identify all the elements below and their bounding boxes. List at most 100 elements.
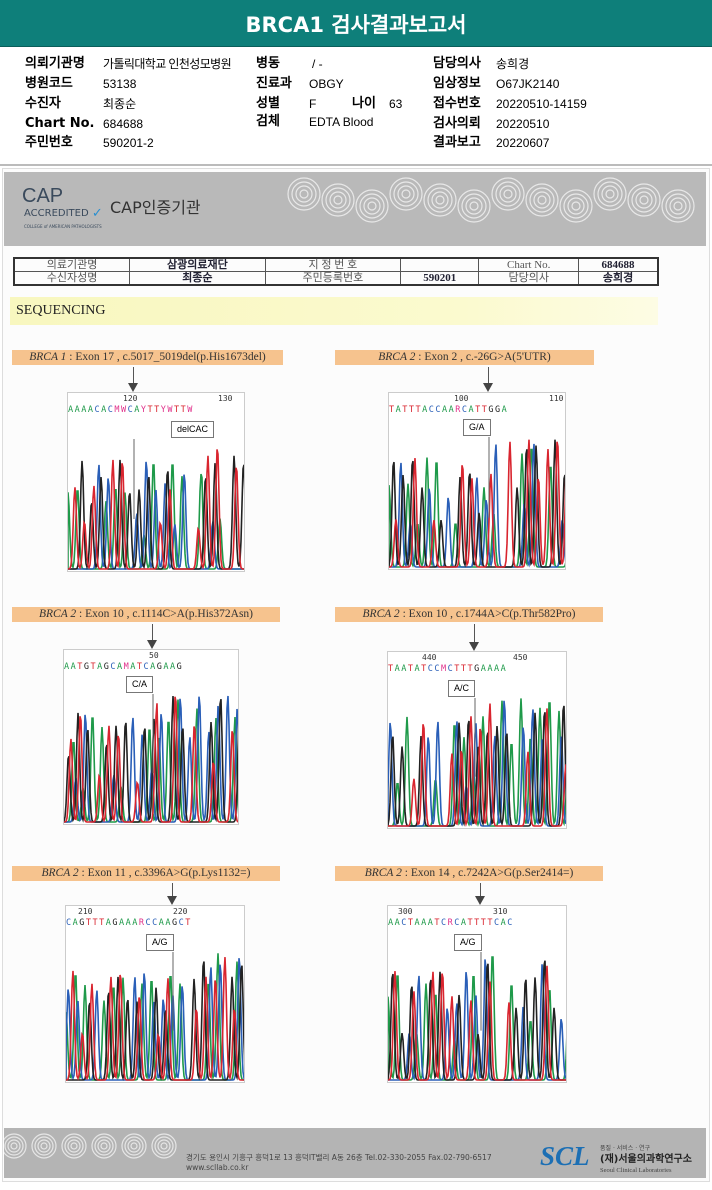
cell: 주민등록번호 (264, 271, 402, 286)
base-letter: C (428, 405, 436, 415)
base-letter: M (441, 664, 448, 674)
variant-description: : Exon 10 , c.1114C>A(p.His372Asn) (76, 608, 254, 620)
footer-address: 경기도 용인시 기흥구 흥덕1로 13 흥덕IT밸리 A동 26층 Tel.02… (186, 1153, 492, 1172)
trace-G (64, 695, 238, 823)
base-letter: A (500, 664, 508, 674)
patient-value: 최종순 (103, 97, 137, 111)
base-letter: A (165, 918, 172, 928)
base-letter: A (500, 918, 508, 928)
base-letter: T (85, 918, 93, 928)
cell: 담당의사 (478, 271, 580, 286)
base-letter: T (174, 405, 181, 415)
base-letter: G (176, 662, 184, 672)
base-letter: A (395, 405, 403, 415)
base-letter: T (388, 664, 395, 674)
base-letter: A (414, 918, 422, 928)
mutation-label: A/G (146, 934, 174, 951)
age-label: 나이 (352, 96, 376, 111)
base-letter: T (154, 405, 161, 415)
variant-label: BRCA 2 : Exon 10 , c.1114C>A(p.His372Asn… (12, 607, 280, 622)
trace-C (68, 461, 244, 570)
cell: 의료기관명 (13, 257, 131, 272)
base-letter: G (474, 664, 481, 674)
base-letter: C (454, 918, 461, 928)
chromatogram: 300 310 AACTAAATCRCATTTTCAC A/G (387, 905, 567, 1083)
base-letter: C (152, 918, 159, 928)
chromatogram: 210 220 CAGTTTAGAAARCCAAGCT A/G (65, 905, 245, 1083)
trace-G (66, 961, 244, 1081)
base-letter: A (72, 918, 80, 928)
base-sequence: AACTAAATCRCATTTTCAC (388, 918, 514, 928)
base-letter: A (81, 405, 88, 415)
id-label: 주민번호 (25, 135, 73, 150)
chromatogram: 120 130 AAAACACMWCAYTTYWTTW delCAC (67, 392, 245, 572)
base-letter: T (407, 918, 415, 928)
base-letter: T (402, 405, 409, 415)
scl-slogan: 품질 · 서비스 · 연구 (600, 1145, 651, 1152)
trace-T (389, 439, 565, 568)
variant-description: : Exon 2 , c.-26G>A(5'UTR) (415, 351, 551, 363)
wave-pattern (4, 1133, 177, 1159)
base-letter: R (455, 405, 462, 415)
base-letter: G (172, 918, 179, 928)
base-letter: T (474, 918, 481, 928)
trace-T (64, 696, 238, 823)
base-letter: G (112, 918, 119, 928)
base-letter: A (487, 664, 494, 674)
request-table: 의료기관명 삼광의료재단 지 정 번 호 Chart No. 684688 수신… (13, 257, 659, 286)
base-letter: C (441, 918, 448, 928)
base-letter: C (94, 405, 102, 415)
cap-accredited: ACCREDITED ✓ (24, 207, 103, 220)
pointer-line (152, 624, 153, 641)
trace-T (388, 703, 566, 828)
base-letter: A (105, 918, 113, 928)
institution-label: 의뢰기관명 (25, 56, 85, 71)
mutation-label: delCAC (171, 421, 215, 438)
base-letter: T (389, 405, 396, 415)
trace-C (388, 959, 566, 1081)
arrow-down-icon (147, 640, 157, 649)
variant-label: BRCA 2 : Exon 14 , c.7242A>G(p.Ser2414=) (335, 866, 603, 881)
clinical-label: 임상정보 (433, 76, 481, 91)
pointer-line (133, 367, 134, 384)
department-label: 진료과 (256, 76, 292, 91)
mutation-label: A/G (454, 934, 482, 951)
base-letter: C (507, 918, 514, 928)
base-letter: A (421, 918, 428, 928)
ward-value: / - (312, 57, 323, 71)
base-letter: C (107, 405, 115, 415)
trace-T (388, 965, 566, 1081)
gene-name: BRCA 1 (29, 351, 67, 363)
hospital-code-value: 53138 (103, 77, 137, 91)
base-sequence: AAAACACMWCAYTTYWTTW (68, 405, 194, 415)
base-letter: A (68, 405, 75, 415)
chromatogram: 50 AATGTAGCAMATCAGAAG C/A (63, 649, 239, 825)
base-letter: T (454, 664, 461, 674)
base-letter: A (117, 662, 124, 672)
footer-banner (4, 1128, 706, 1178)
specimen-value: EDTA Blood (309, 115, 374, 129)
base-letter: A (394, 918, 402, 928)
base-letter: A (163, 662, 170, 672)
base-letter: T (77, 662, 84, 672)
base-letter: A (170, 662, 177, 672)
variant-description: : Exon 14 , c.7242A>G(p.Ser2414=) (401, 867, 574, 879)
cell: 송희경 (578, 271, 659, 286)
chart-label: Chart No. (25, 116, 95, 131)
base-letter: C (127, 405, 135, 415)
variant-label: BRCA 2 : Exon 2 , c.-26G>A(5'UTR) (335, 350, 594, 365)
position-tick: 220 (173, 907, 188, 916)
position-tick: 310 (493, 907, 508, 916)
base-letter: C (434, 664, 441, 674)
base-letter: A (70, 662, 78, 672)
base-letter: G (83, 662, 91, 672)
report-title: BRCA1 검사결과보고서 (0, 0, 712, 47)
scl-name-en: Seoul Clinical Laboratories (600, 1167, 672, 1174)
id-value: 590201-2 (103, 136, 154, 150)
base-letter: A (442, 405, 449, 415)
ward-label: 병동 (256, 56, 280, 71)
position-tick: 210 (78, 907, 93, 916)
gene-name: BRCA 2 (364, 867, 402, 879)
institution-value: 가톨릭대학교 인천성모병원 (103, 57, 232, 71)
trace-T (68, 449, 244, 570)
